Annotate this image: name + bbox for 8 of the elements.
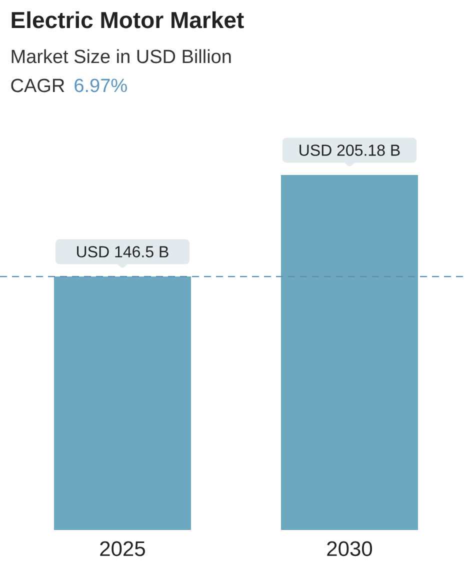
text: 6.97%	[74, 78, 127, 92]
x-tick-label: 2030	[327, 541, 372, 556]
text: CAGR	[11, 78, 64, 92]
data-label: USD 146.5 B	[77, 246, 168, 258]
chart-subtitle: Market Size in USD Billion	[12, 49, 231, 64]
data-label: USD 205.18 B	[300, 144, 400, 156]
x-tick-label: 2025	[100, 541, 145, 556]
chart-title: Electric Motor Market	[12, 11, 244, 28]
